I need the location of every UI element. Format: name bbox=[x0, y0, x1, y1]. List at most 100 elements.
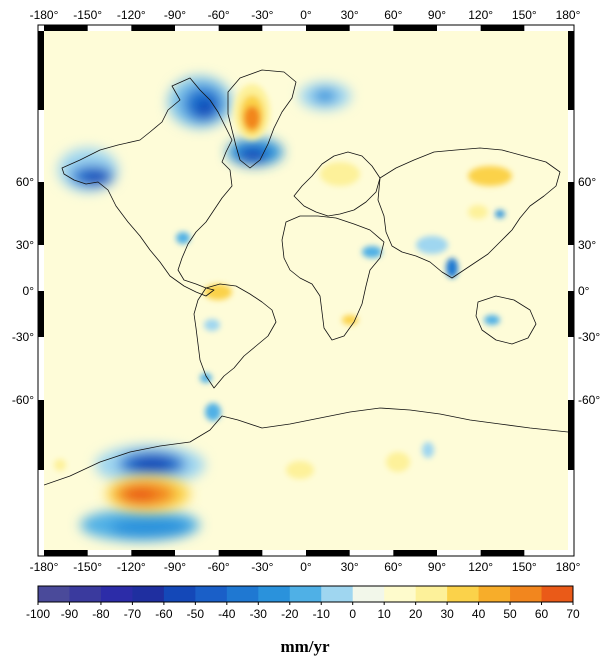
frame-segment bbox=[38, 291, 44, 337]
bottom-longitude-labels: -180° -150° -120° -90° -60° -30° 0° 30° 60° 90° 12… bbox=[30, 560, 581, 574]
anomaly-antarctica-west-red bbox=[106, 476, 190, 512]
colorbar-tick-label: 0 bbox=[349, 607, 356, 621]
frame-segment bbox=[131, 550, 175, 556]
left-lat-label: -60° bbox=[12, 393, 34, 407]
colorbar-tick-label: 50 bbox=[503, 607, 517, 621]
top-lon-label: -60° bbox=[208, 8, 230, 22]
colorbar: -100 -90 -80 -70 -60 -50 -40 -30 -20 -10 0 10 20 30 40… bbox=[26, 585, 580, 621]
colorbar-tick-label: 10 bbox=[377, 607, 391, 621]
bottom-lon-label: -150° bbox=[73, 560, 102, 574]
colorbar-tick-label: 30 bbox=[440, 607, 454, 621]
colorbar-tick-label: -20 bbox=[281, 607, 299, 621]
frame-segment bbox=[480, 550, 525, 556]
top-lon-label: 0° bbox=[300, 8, 312, 22]
anomaly-greenland-east bbox=[234, 84, 270, 140]
colorbar-swatch bbox=[384, 586, 417, 602]
top-lon-label: 150° bbox=[512, 8, 537, 22]
colorbar-swatch bbox=[447, 586, 480, 602]
colorbar-swatch bbox=[38, 586, 70, 602]
top-lon-label: -90° bbox=[164, 8, 186, 22]
top-lon-label: -120° bbox=[117, 8, 146, 22]
colorbar-tick-label: -80 bbox=[92, 607, 110, 621]
bottom-lon-label: 0° bbox=[300, 560, 312, 574]
frame-segment bbox=[44, 25, 88, 31]
bottom-lon-label: 180° bbox=[556, 560, 581, 574]
anomaly-antarctica-west-blue bbox=[80, 445, 205, 541]
frame-segment bbox=[218, 550, 263, 556]
top-lon-label: 60° bbox=[384, 8, 402, 22]
colorbar-tick-label: -10 bbox=[313, 607, 331, 621]
colorbar-tick-label: -90 bbox=[61, 607, 79, 621]
anomaly-alaska bbox=[58, 148, 118, 192]
bottom-lon-label: 30° bbox=[341, 560, 359, 574]
frame-segment bbox=[568, 400, 574, 470]
anomaly-layer bbox=[54, 76, 512, 541]
right-lat-label: -30° bbox=[578, 330, 600, 344]
colorbar-tick-label: -40 bbox=[218, 607, 236, 621]
bottom-lon-label: -120° bbox=[117, 560, 146, 574]
right-lat-label: 0° bbox=[578, 284, 590, 298]
colorbar-unit-label: mm/yr bbox=[280, 637, 330, 656]
right-lat-label: -60° bbox=[578, 393, 600, 407]
colorbar-tick-label: -30 bbox=[250, 607, 268, 621]
colorbar-swatch bbox=[321, 586, 354, 602]
colorbar-swatch bbox=[132, 586, 165, 602]
top-longitude-labels: -180° -150° -120° -90° -60° -30° 0° 30° 60° 90° 12… bbox=[30, 8, 581, 22]
colorbar-swatch bbox=[258, 586, 291, 602]
bottom-lon-label: -60° bbox=[208, 560, 230, 574]
coast-north-america bbox=[61, 77, 233, 297]
colorbar-swatch bbox=[195, 586, 228, 602]
colorbar-tick-label: 70 bbox=[566, 607, 580, 621]
frame-segment bbox=[38, 182, 44, 245]
left-lat-label: 30° bbox=[16, 238, 34, 252]
top-lon-label: 180° bbox=[556, 8, 581, 22]
coast-asia bbox=[377, 147, 561, 279]
frame-segment bbox=[393, 25, 437, 31]
right-latitude-labels: 60° 30° 0° -30° -60° bbox=[578, 175, 600, 407]
right-lat-label: 30° bbox=[578, 238, 596, 252]
bottom-lon-label: -180° bbox=[30, 560, 59, 574]
coastlines bbox=[44, 69, 568, 486]
colorbar-swatch bbox=[163, 586, 196, 602]
frame-segment bbox=[38, 400, 44, 470]
colorbar-tick-label: -60 bbox=[155, 607, 173, 621]
frame-segment bbox=[480, 25, 525, 31]
colorbar-tick-label: -70 bbox=[124, 607, 142, 621]
coast-africa bbox=[281, 215, 385, 341]
bottom-lon-label: 90° bbox=[428, 560, 446, 574]
frame-segment bbox=[38, 31, 44, 110]
colorbar-border bbox=[37, 585, 574, 603]
bottom-lon-label: 150° bbox=[512, 560, 537, 574]
top-lon-label: 120° bbox=[468, 8, 493, 22]
frame-segment bbox=[218, 25, 263, 31]
frame-segment bbox=[568, 182, 574, 245]
right-lat-label: 60° bbox=[578, 175, 596, 189]
top-lon-label: 90° bbox=[428, 8, 446, 22]
bottom-lon-label: 120° bbox=[468, 560, 493, 574]
frame-segment bbox=[568, 291, 574, 337]
coast-south-america bbox=[193, 283, 277, 389]
colorbar-swatch bbox=[415, 586, 448, 602]
left-latitude-labels: 60° 30° 0° -30° -60° bbox=[12, 175, 34, 407]
bottom-lon-label: 60° bbox=[384, 560, 402, 574]
colorbar-swatch bbox=[289, 586, 322, 602]
top-lon-label: -30° bbox=[251, 8, 273, 22]
left-lat-label: -30° bbox=[12, 330, 34, 344]
top-lon-label: -150° bbox=[73, 8, 102, 22]
colorbar-swatch bbox=[478, 586, 511, 602]
frame-segment bbox=[131, 25, 175, 31]
colorbar-swatch bbox=[510, 586, 543, 602]
coast-greenland bbox=[227, 69, 297, 169]
colorbar-swatch bbox=[541, 586, 574, 602]
anomaly-greenland-west bbox=[168, 76, 351, 166]
colorbar-tick-label: -100 bbox=[26, 607, 50, 621]
frame-segment bbox=[568, 31, 574, 110]
bottom-lon-label: -30° bbox=[251, 560, 273, 574]
colorbar-swatch bbox=[352, 586, 385, 602]
colorbar-tick-label: 60 bbox=[535, 607, 549, 621]
bottom-lon-label: -90° bbox=[164, 560, 186, 574]
colorbar-tick-label: 40 bbox=[472, 607, 486, 621]
coast-antarctica bbox=[44, 407, 568, 486]
colorbar-swatch bbox=[226, 586, 259, 602]
